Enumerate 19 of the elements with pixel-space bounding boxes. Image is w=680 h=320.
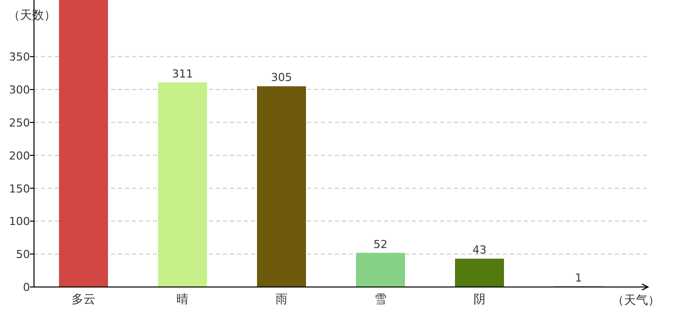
y-tick-label: 50 (16, 248, 30, 262)
x-tick-label: 多云 (72, 292, 96, 306)
x-tick-label: 雪 (374, 292, 386, 306)
x-tick-label: 晴 (176, 292, 188, 306)
data-label: 305 (271, 71, 292, 84)
x-tick-label: 阴 (474, 292, 486, 306)
y-tick-label: 200 (9, 149, 30, 162)
y-tick-label: 0 (23, 281, 30, 294)
y-tick-label: 350 (9, 50, 30, 64)
data-label: 52 (374, 238, 388, 251)
data-label: 311 (172, 67, 193, 80)
x-axis-title: （天气） (612, 293, 660, 307)
data-label: 43 (472, 244, 486, 257)
y-tick-label: 250 (9, 116, 30, 130)
data-label: 1 (575, 271, 582, 284)
y-tick-label: 300 (9, 84, 30, 97)
y-tick-label: 100 (9, 215, 30, 228)
x-tick-label: 雨 (276, 292, 288, 306)
y-tick-label: 150 (9, 182, 30, 196)
